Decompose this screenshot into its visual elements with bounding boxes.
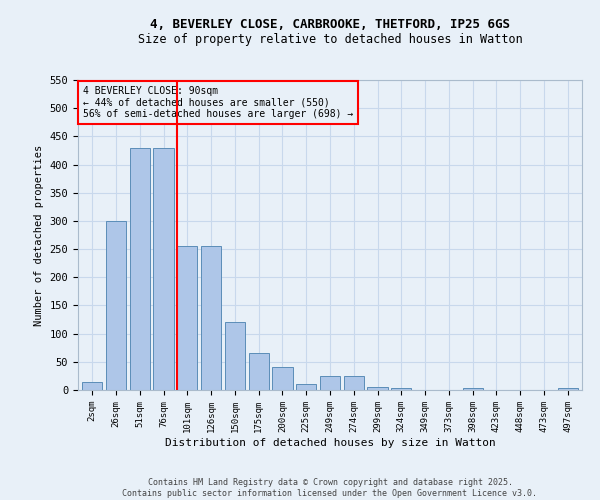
Bar (557, 388, 578, 390)
Bar (82, 382, 103, 390)
Bar (367, 387, 388, 390)
Bar (201, 246, 221, 390)
Text: 4 BEVERLEY CLOSE: 90sqm
← 44% of detached houses are smaller (550)
56% of semi-d: 4 BEVERLEY CLOSE: 90sqm ← 44% of detache… (83, 86, 353, 120)
Bar (296, 384, 316, 390)
Bar (106, 221, 126, 390)
X-axis label: Distribution of detached houses by size in Watton: Distribution of detached houses by size … (164, 438, 496, 448)
Y-axis label: Number of detached properties: Number of detached properties (34, 144, 44, 326)
Bar (225, 322, 245, 390)
Bar (248, 354, 269, 390)
Bar (391, 388, 412, 390)
Text: 4, BEVERLEY CLOSE, CARBROOKE, THETFORD, IP25 6GS: 4, BEVERLEY CLOSE, CARBROOKE, THETFORD, … (150, 18, 510, 30)
Bar (320, 376, 340, 390)
Bar (463, 388, 483, 390)
Bar (344, 376, 364, 390)
Bar (154, 148, 173, 390)
Text: Size of property relative to detached houses in Watton: Size of property relative to detached ho… (137, 32, 523, 46)
Bar (130, 148, 150, 390)
Bar (272, 368, 293, 390)
Bar (177, 246, 197, 390)
Text: Contains HM Land Registry data © Crown copyright and database right 2025.
Contai: Contains HM Land Registry data © Crown c… (122, 478, 538, 498)
